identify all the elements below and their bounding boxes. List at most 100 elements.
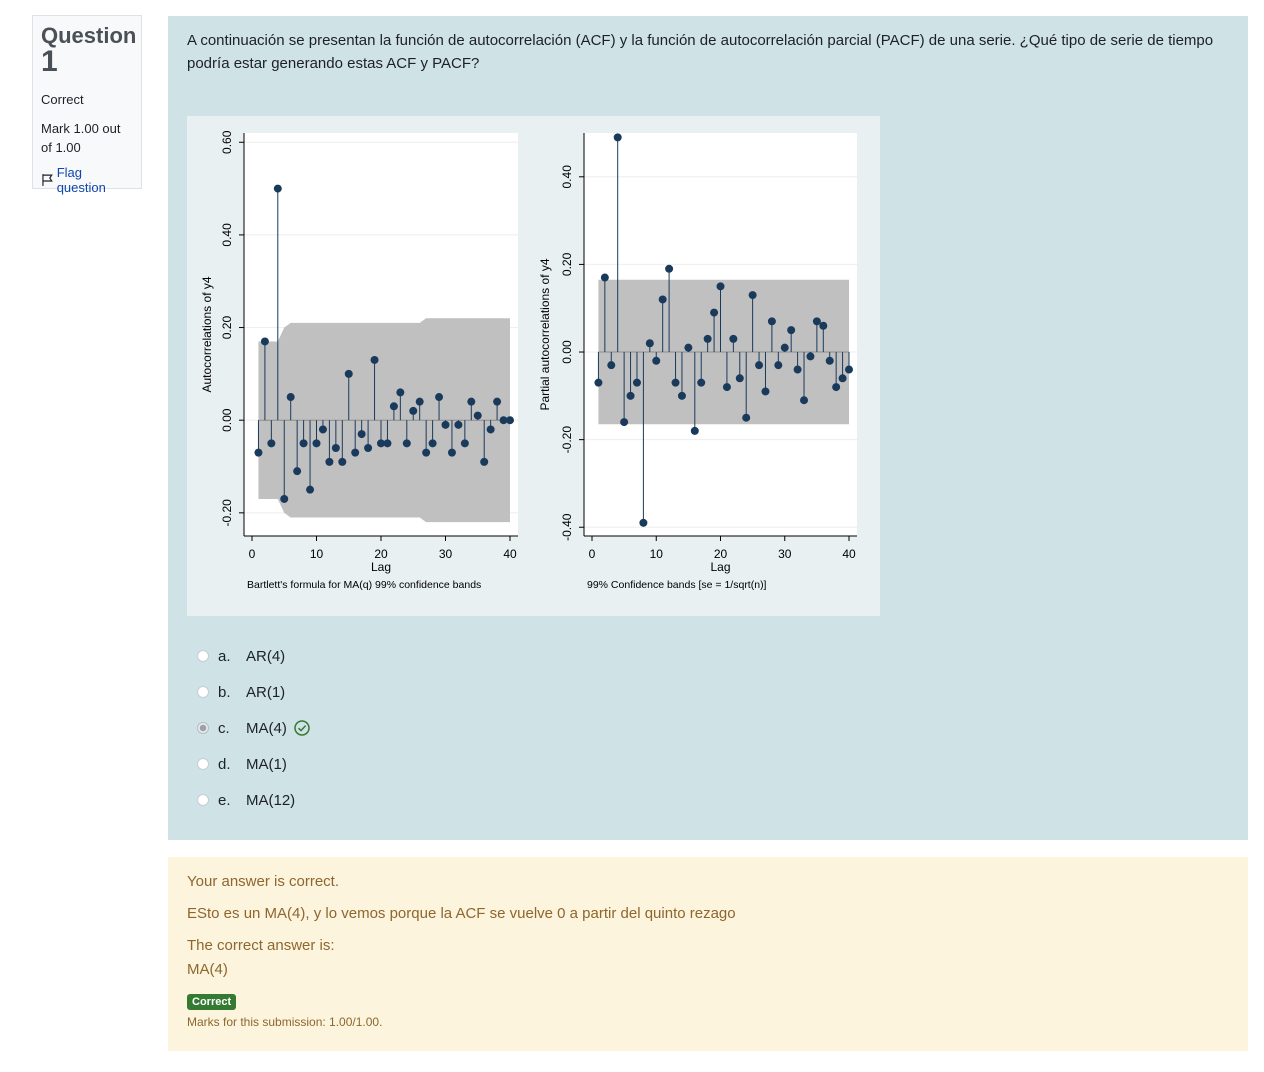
pacf-point xyxy=(665,264,674,273)
pacf-point xyxy=(645,339,654,348)
option-d-text: MA(1) xyxy=(246,755,287,773)
acf-point xyxy=(415,397,424,406)
acf-x-tick-label: 30 xyxy=(439,547,453,561)
pacf-y-tick-label: 0.20 xyxy=(560,252,574,276)
acf-y-axis-title: Autocorrelations of y4 xyxy=(200,276,214,392)
pacf-point xyxy=(748,291,757,300)
flag-icon xyxy=(42,174,53,186)
acf-y-tick-label: -0.20 xyxy=(220,499,234,527)
pacf-point xyxy=(690,426,699,435)
pacf-point xyxy=(684,343,693,352)
option-c-text: MA(4) xyxy=(246,719,287,737)
acf-point xyxy=(267,439,276,448)
acf-point xyxy=(357,430,366,439)
flag-question-link[interactable]: Flag question xyxy=(41,165,133,195)
acf-point xyxy=(325,457,334,466)
acf-note: Bartlett's formula for MA(q) 99% confide… xyxy=(247,579,481,591)
acf-point xyxy=(454,420,463,429)
option-b-text: AR(1) xyxy=(246,683,286,701)
option-b[interactable]: b. AR(1) xyxy=(197,674,311,710)
option-c[interactable]: c. MA(4) xyxy=(197,710,311,746)
pacf-point xyxy=(729,334,738,343)
question-grade: Mark 1.00 out of 1.00 xyxy=(41,121,121,155)
feedback-result: Your answer is correct. xyxy=(187,873,340,890)
acf-point xyxy=(460,439,469,448)
pacf-chart: -0.40 -0.20 0.00 0.20 0.40 0 10 20 30 40 Lag Partia… xyxy=(538,133,857,591)
pacf-y-tick-label: 0.40 xyxy=(560,165,574,189)
correct-badge: Correct xyxy=(187,994,237,1010)
acf-point xyxy=(299,439,308,448)
pacf-point xyxy=(697,378,706,387)
question-formulation: A continuación se presentan la función d… xyxy=(168,16,1248,840)
option-a-text: AR(4) xyxy=(246,647,286,665)
pacf-point xyxy=(652,356,661,365)
pacf-x-tick-label: 20 xyxy=(714,547,728,561)
pacf-point xyxy=(594,378,603,387)
pacf-point xyxy=(774,361,783,370)
option-e-text: MA(12) xyxy=(246,791,296,809)
option-b-radio[interactable] xyxy=(197,686,209,698)
pacf-point xyxy=(677,391,686,400)
pacf-point xyxy=(632,378,641,387)
acf-point xyxy=(473,411,482,420)
pacf-point xyxy=(787,326,796,335)
acf-y-tick-label: 0.60 xyxy=(220,130,234,154)
pacf-x-axis-title: Lag xyxy=(710,560,730,574)
acf-x-axis-title: Lag xyxy=(371,560,391,574)
acf-point xyxy=(338,457,347,466)
acf-point xyxy=(480,457,489,466)
acf-point xyxy=(331,443,340,452)
pacf-point xyxy=(710,308,719,317)
pacf-x-tick-label: 30 xyxy=(778,547,792,561)
acf-point xyxy=(435,393,444,402)
acf-point xyxy=(428,439,437,448)
acf-pacf-chart-image: -0.20 0.00 0.20 0.40 0.60 0 10 20 30 40 Lag Autocor… xyxy=(187,116,880,616)
pacf-point xyxy=(806,352,815,361)
acf-point xyxy=(499,416,508,425)
option-d-radio[interactable] xyxy=(197,758,209,770)
option-e-number: e. xyxy=(218,791,231,809)
pacf-point xyxy=(742,413,751,422)
acf-point xyxy=(260,337,269,346)
right-answer: MA(4) xyxy=(187,961,228,978)
charts-svg: -0.20 0.00 0.20 0.40 0.60 0 10 20 30 40 Lag Autocor… xyxy=(200,130,857,591)
pacf-point xyxy=(825,356,834,365)
pacf-point xyxy=(767,317,776,326)
pacf-y-tick-label: -0.40 xyxy=(560,513,574,541)
pacf-point xyxy=(761,387,770,396)
pacf-point xyxy=(832,383,841,392)
pacf-point xyxy=(780,343,789,352)
acf-point xyxy=(351,448,360,457)
acf-point xyxy=(486,425,495,434)
pacf-point xyxy=(838,374,847,383)
option-a[interactable]: a. AR(4) xyxy=(197,638,311,674)
option-c-radio[interactable] xyxy=(197,722,209,734)
option-c-number: c. xyxy=(218,719,230,737)
answer-options: a. AR(4) b. AR(1) c. MA(4) d. MA(1) e. M… xyxy=(197,638,311,818)
pacf-point xyxy=(626,391,635,400)
acf-point xyxy=(364,443,373,452)
acf-point xyxy=(467,397,476,406)
option-a-radio[interactable] xyxy=(197,650,209,662)
acf-point xyxy=(402,439,411,448)
pacf-point xyxy=(755,361,764,370)
option-a-number: a. xyxy=(218,647,231,665)
acf-y-tick-label: 0.00 xyxy=(220,408,234,432)
pacf-point xyxy=(607,361,616,370)
question-label: Question xyxy=(41,23,137,48)
acf-point xyxy=(344,369,353,378)
acf-point xyxy=(383,439,392,448)
acf-point xyxy=(254,448,263,457)
acf-point xyxy=(396,388,405,397)
feedback-panel: Your answer is correct. ESto es un MA(4)… xyxy=(168,857,1248,1051)
option-e[interactable]: e. MA(12) xyxy=(197,782,311,818)
pacf-point xyxy=(819,321,828,330)
acf-point xyxy=(312,439,321,448)
question-number: 1 xyxy=(41,45,58,78)
pacf-point xyxy=(845,365,853,374)
acf-x-tick-label: 40 xyxy=(503,547,517,561)
feedback-general: ESto es un MA(4), y lo vemos porque la A… xyxy=(187,905,736,922)
option-e-radio[interactable] xyxy=(197,794,209,806)
pacf-point xyxy=(620,418,629,427)
option-d[interactable]: d. MA(1) xyxy=(197,746,311,782)
